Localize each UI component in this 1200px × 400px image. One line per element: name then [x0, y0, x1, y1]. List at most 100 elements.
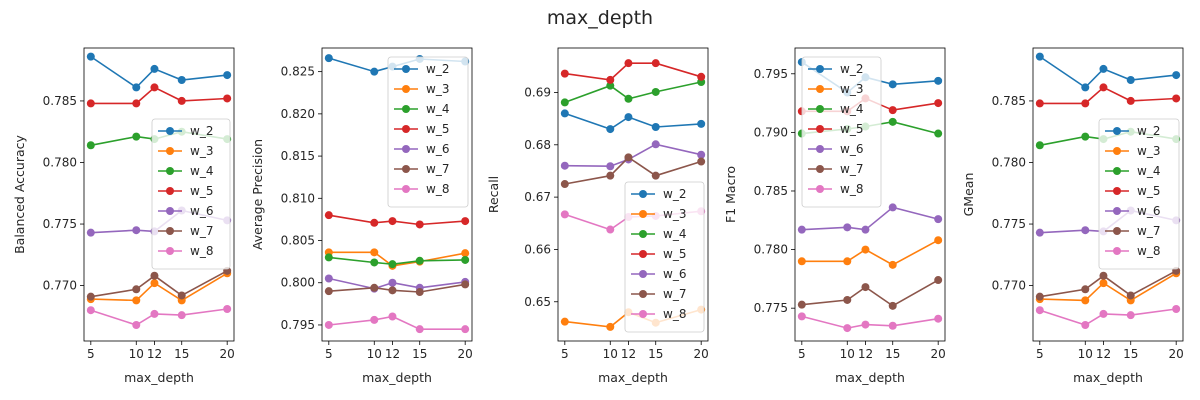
data-point	[651, 140, 660, 149]
series-line	[801, 315, 939, 329]
y-tick-label: 0.815	[281, 149, 315, 163]
y-axis-label: F1 Macro	[723, 166, 738, 223]
y-tick-label: 0.790	[754, 125, 788, 139]
data-point	[388, 286, 397, 295]
data-point	[606, 81, 615, 90]
x-tick-label: 15	[885, 347, 900, 361]
data-point	[697, 119, 706, 128]
legend-swatch-marker	[166, 167, 174, 175]
legend-item: w_8	[1105, 244, 1160, 258]
legend-label: w_4	[190, 164, 213, 178]
legend: w_2 w_3 w_4 w_5 w_6 w_7 w_8	[151, 118, 231, 270]
series-line	[564, 62, 702, 81]
y-tick-label: 0.795	[754, 67, 788, 81]
data-point	[861, 283, 870, 292]
data-point	[86, 292, 95, 301]
data-point	[797, 225, 806, 234]
legend-swatch-marker	[402, 145, 410, 153]
data-point	[560, 69, 569, 78]
y-axis-label: Recall	[486, 176, 501, 213]
series-line	[1039, 270, 1177, 298]
data-point	[150, 309, 159, 318]
x-tick-label: 12	[1096, 347, 1111, 361]
y-tick-label: 0.800	[281, 276, 315, 290]
x-axis-label: max_depth	[598, 370, 668, 385]
data-point	[132, 296, 141, 305]
series-w-5	[560, 59, 706, 84]
data-point	[606, 162, 615, 171]
data-point	[560, 161, 569, 170]
legend-swatch-marker	[639, 210, 647, 218]
data-point	[1035, 141, 1044, 150]
legend-swatch-marker	[166, 227, 174, 235]
series-line	[90, 308, 228, 326]
data-point	[797, 257, 806, 266]
x-axis-label: max_depth	[835, 370, 905, 385]
legend-item: w_7	[158, 224, 213, 238]
legend: w_2 w_3 w_4 w_5 w_6 w_7 w_8	[624, 181, 705, 333]
series-line	[564, 143, 702, 168]
data-point	[1172, 94, 1181, 103]
chart-panel-5: 5 10 12 15 20 0.770 0.775 0.780 0.785 max_depth GM…	[961, 47, 1184, 385]
x-tick-label: 15	[412, 347, 427, 361]
data-point	[388, 312, 397, 321]
data-point	[697, 150, 706, 159]
data-point	[223, 94, 232, 103]
data-point	[651, 123, 660, 132]
data-point	[223, 71, 232, 80]
legend-label: w_3	[663, 207, 686, 221]
x-axis-label: max_depth	[1073, 370, 1143, 385]
data-point	[1081, 320, 1090, 329]
series-line	[1039, 272, 1177, 302]
y-tick-label: 0.805	[281, 234, 315, 248]
legend-swatch-marker	[1113, 187, 1121, 195]
legend-item: w_4	[808, 102, 863, 116]
legend-swatch-marker	[1113, 167, 1121, 175]
data-point	[132, 226, 141, 235]
data-point	[888, 301, 897, 310]
data-point	[843, 295, 852, 304]
legend-swatch-marker	[402, 125, 410, 133]
data-point	[888, 117, 897, 126]
data-point	[560, 109, 569, 118]
data-point	[888, 321, 897, 330]
legend-swatch-marker	[816, 105, 824, 113]
data-point	[606, 322, 615, 331]
data-point	[1081, 296, 1090, 305]
data-point	[324, 274, 333, 283]
x-tick-label: 12	[858, 347, 873, 361]
legend-item: w_6	[631, 267, 686, 281]
data-point	[624, 113, 633, 122]
data-point	[934, 314, 943, 323]
data-point	[1035, 52, 1044, 61]
legend-label: w_7	[663, 287, 686, 301]
data-point	[415, 325, 424, 334]
legend-swatch-marker	[816, 125, 824, 133]
legend-swatch-marker	[1113, 227, 1121, 235]
data-point	[797, 312, 806, 321]
y-tick-label: 0.775	[992, 217, 1026, 231]
data-point	[697, 157, 706, 166]
legend-swatch-marker	[402, 85, 410, 93]
y-axis-label: Average Precision	[250, 139, 265, 250]
series-w-7	[560, 153, 706, 189]
data-point	[132, 83, 141, 92]
x-axis-label: max_depth	[124, 370, 194, 385]
data-point	[1081, 226, 1090, 235]
chart-panel-1: 5 10 12 15 20 0.770 0.775 0.780 0.785 max_depth Ba…	[12, 47, 235, 385]
data-point	[651, 87, 660, 96]
data-point	[461, 217, 470, 226]
y-tick-label: 0.770	[43, 279, 77, 293]
data-point	[177, 311, 186, 320]
legend-item: w_4	[394, 102, 449, 116]
legend-swatch-marker	[402, 165, 410, 173]
legend-item: w_3	[1105, 144, 1160, 158]
series-line	[90, 86, 228, 105]
data-point	[150, 279, 159, 288]
legend-item: w_2	[808, 62, 863, 76]
legend-label: w_6	[663, 267, 686, 281]
legend-label: w_6	[426, 142, 449, 156]
x-tick-label: 15	[648, 347, 663, 361]
data-point	[86, 99, 95, 108]
y-tick-label: 0.825	[281, 65, 315, 79]
